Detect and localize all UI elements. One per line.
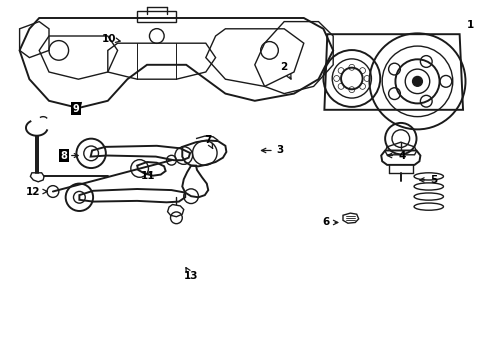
Text: 8: 8 xyxy=(60,150,78,161)
Text: 7: 7 xyxy=(204,135,213,148)
Text: 1: 1 xyxy=(467,20,474,30)
Circle shape xyxy=(413,76,422,86)
Text: 2: 2 xyxy=(281,62,291,79)
Text: 3: 3 xyxy=(262,145,284,156)
Text: 6: 6 xyxy=(322,217,338,228)
Text: 11: 11 xyxy=(141,171,156,181)
Text: 10: 10 xyxy=(101,34,120,44)
Text: 13: 13 xyxy=(184,267,198,282)
Text: 5: 5 xyxy=(420,175,437,185)
Text: 12: 12 xyxy=(26,186,48,197)
Text: 9: 9 xyxy=(73,103,81,114)
Text: 4: 4 xyxy=(388,150,406,161)
